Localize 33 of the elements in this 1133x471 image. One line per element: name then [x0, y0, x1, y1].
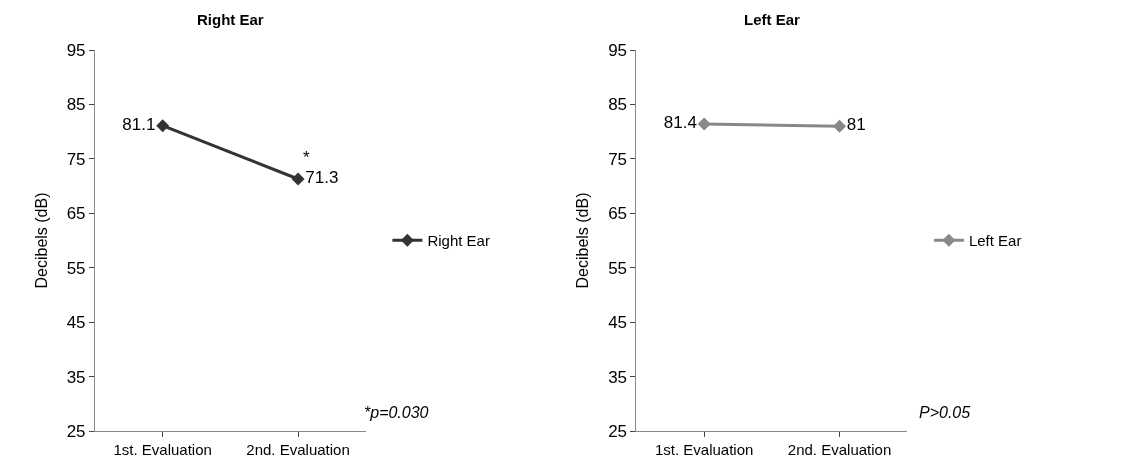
- y-tick-label: 95: [66, 40, 86, 60]
- annotation: *: [303, 148, 310, 167]
- x-tick-label: 1st. Evaluation: [113, 441, 212, 458]
- y-axis-title: Decibels (dB): [32, 192, 50, 289]
- y-tick-label: 65: [66, 204, 86, 224]
- y-tick-label: 85: [608, 95, 628, 115]
- chart-title: Left Ear: [744, 11, 801, 28]
- text: P>0.05: [919, 404, 971, 421]
- y-tick-label: 45: [608, 313, 628, 333]
- y-tick-label: 85: [66, 95, 86, 115]
- y-tick-label: 55: [66, 258, 86, 278]
- data-label: 81.4: [663, 113, 697, 133]
- chart-title: Right Ear: [197, 11, 264, 28]
- x-tick-label: 2nd. Evaluation: [246, 441, 350, 458]
- y-tick-label: 45: [66, 313, 86, 333]
- data-label: 81: [846, 115, 866, 135]
- annotation: *p=0.030: [364, 404, 429, 421]
- y-tick-label: 35: [66, 367, 86, 387]
- legend-label: Left Ear: [968, 232, 1022, 250]
- y-tick-label: 95: [608, 40, 628, 60]
- y-tick-label: 25: [66, 421, 86, 441]
- y-tick-label: 75: [66, 149, 86, 169]
- y-tick-label: 35: [608, 367, 628, 387]
- y-tick-label: 65: [608, 204, 628, 224]
- y-tick-label: 25: [608, 421, 628, 441]
- data-label: 81.1: [122, 114, 156, 134]
- y-tick-label: 75: [608, 149, 628, 169]
- x-tick-label: 1st. Evaluation: [654, 441, 754, 458]
- y-tick-label: 55: [608, 258, 628, 278]
- legend-label: Right Ear: [427, 232, 490, 250]
- data-label: 71.3: [305, 168, 339, 188]
- y-axis-title: Decibels (dB): [574, 192, 592, 289]
- x-tick-label: 2nd. Evaluation: [787, 441, 892, 458]
